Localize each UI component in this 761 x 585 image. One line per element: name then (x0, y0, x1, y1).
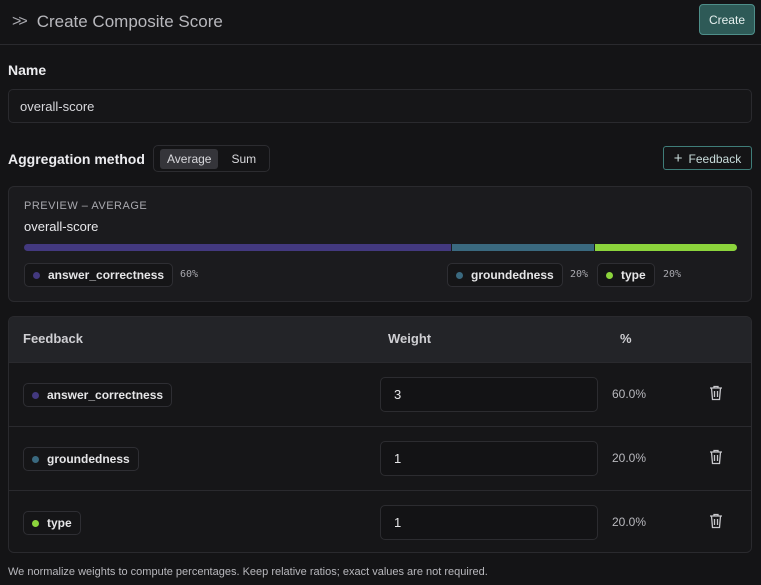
legend-pct: 60% (180, 269, 199, 280)
expand-sidebar-icon[interactable]: >> (12, 13, 28, 30)
row-percent: 20.0% (612, 451, 647, 465)
table-row: type 20.0% (9, 490, 751, 552)
col-weight: Weight (388, 331, 432, 346)
trash-icon[interactable] (709, 513, 723, 529)
row-percent: 60.0% (612, 387, 647, 401)
weight-input[interactable] (380, 505, 598, 540)
weight-input[interactable] (380, 377, 598, 412)
legend-pct: 20% (570, 269, 589, 280)
feedback-table: Feedback Weight % answer_correctness 60.… (8, 316, 752, 553)
create-button[interactable]: Create (698, 4, 755, 35)
dot-icon (32, 519, 39, 527)
legend-chip: type (597, 263, 655, 287)
distribution-bar (24, 244, 737, 251)
legend-chip: groundedness (447, 263, 563, 287)
aggregation-toggle: Average Sum (153, 145, 270, 172)
dot-icon (32, 455, 39, 463)
table-row: answer_correctness 60.0% (9, 362, 751, 426)
footer-note: We normalize weights to compute percenta… (8, 566, 488, 578)
row-percent: 20.0% (612, 515, 647, 529)
trash-icon[interactable] (709, 385, 723, 401)
bar-segment-type (594, 244, 737, 251)
dot-icon (33, 271, 40, 279)
option-sum[interactable]: Sum (231, 151, 257, 166)
preview-caption: PREVIEW – AVERAGE (24, 200, 148, 212)
dot-icon (456, 271, 463, 279)
preview-name: overall-score (24, 219, 99, 234)
preview-panel: PREVIEW – AVERAGE overall-score answer_c… (8, 186, 752, 302)
table-header: Feedback Weight % (9, 317, 751, 362)
plus-icon: + (673, 149, 683, 167)
option-average[interactable]: Average (160, 148, 219, 169)
add-feedback-button[interactable]: + Feedback (663, 146, 752, 170)
page-title: Create Composite Score (36, 12, 223, 31)
feedback-chip: answer_correctness (23, 383, 173, 407)
header: >> Create Composite Score (0, 0, 761, 45)
bar-segment-answer_correctness (24, 244, 451, 251)
dot-icon (32, 391, 39, 399)
weight-input[interactable] (380, 441, 598, 476)
col-percent: % (620, 331, 632, 346)
feedback-chip: type (23, 511, 81, 535)
aggregation-label: Aggregation method (8, 151, 145, 167)
legend-pct: 20% (663, 269, 682, 280)
feedback-chip: groundedness (23, 447, 139, 471)
name-input[interactable] (8, 89, 752, 123)
name-label: Name (8, 62, 47, 78)
trash-icon[interactable] (709, 449, 723, 465)
table-row: groundedness 20.0% (9, 426, 751, 490)
dot-icon (606, 271, 613, 279)
col-feedback: Feedback (23, 331, 83, 346)
bar-segment-groundedness (451, 244, 594, 251)
legend-chip: answer_correctness (24, 263, 174, 287)
